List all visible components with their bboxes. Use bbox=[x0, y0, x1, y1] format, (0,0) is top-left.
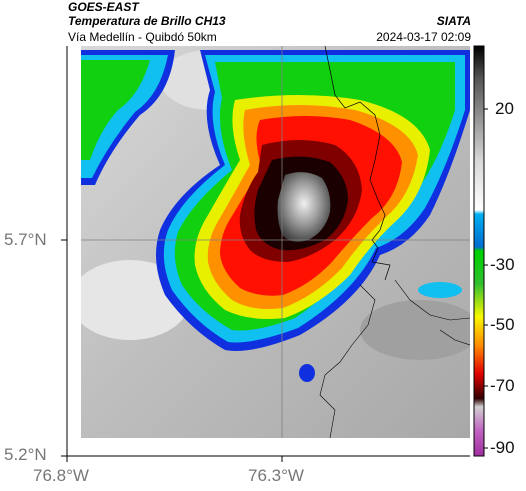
cloud-field bbox=[81, 46, 470, 438]
lat-tick-5-7: 5.7°N bbox=[4, 230, 47, 249]
satellite-label: GOES-EAST bbox=[68, 0, 139, 14]
colorbar bbox=[473, 45, 485, 457]
colorbar-label-minus50: -50 bbox=[490, 315, 515, 334]
border-line bbox=[324, 46, 391, 281]
overshooting-top bbox=[277, 172, 331, 242]
datetime-label: 2024-03-17 02:09 bbox=[376, 30, 471, 44]
lon-tick-76-8: 76.8°W bbox=[33, 466, 89, 485]
colorbar-label-minus90: -90 bbox=[490, 438, 515, 457]
lon-tick-76-3: 76.3°W bbox=[248, 466, 304, 485]
lat-tick-5-2: 5.2°N bbox=[4, 445, 47, 464]
colorbar-label-20: 20 bbox=[495, 99, 514, 118]
colorbar-label-minus70: -70 bbox=[490, 376, 515, 395]
source-label: SIATA bbox=[436, 14, 471, 28]
region-label: Vía Medellín - Quibdó 50km bbox=[68, 30, 217, 44]
colorbar-label-minus30: -30 bbox=[490, 255, 515, 274]
product-title: Temperatura de Brillo CH13 bbox=[68, 14, 226, 28]
